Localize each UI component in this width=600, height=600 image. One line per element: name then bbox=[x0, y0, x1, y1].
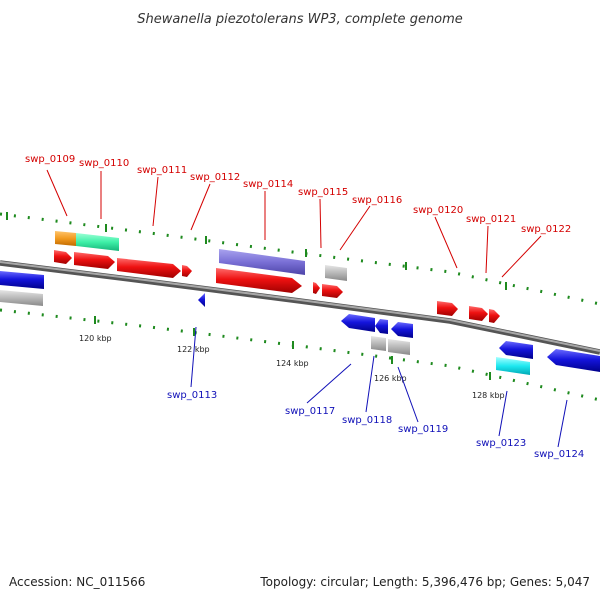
gene-label-swp-0118: swp_0118 bbox=[342, 415, 392, 426]
gene-swp-0120 bbox=[437, 301, 458, 316]
gene-label-swp-0115: swp_0115 bbox=[298, 187, 348, 198]
top-gene-labels: swp_0109 swp_0110 swp_0111 swp_0112 swp_… bbox=[25, 154, 571, 235]
bottom-gene-labels: swp_0113 swp_0117 swp_0118 swp_0119 swp_… bbox=[167, 390, 584, 460]
scale-label-128: 128 kbp bbox=[472, 391, 505, 400]
gene-swp-0119 bbox=[391, 322, 413, 338]
upper-tick-track bbox=[0, 212, 600, 306]
feature-gray-0116 bbox=[325, 265, 347, 281]
gene-swp-0109 bbox=[54, 250, 72, 264]
outer-features-top bbox=[55, 231, 347, 281]
feature-left-edge-gray bbox=[0, 290, 43, 306]
gene-swp-0111 bbox=[117, 258, 181, 278]
gene-swp-0117 bbox=[341, 314, 375, 332]
gene-swp-0110 bbox=[74, 252, 115, 269]
bottom-leader-lines bbox=[190, 326, 568, 448]
gene-label-swp-0123: swp_0123 bbox=[476, 438, 526, 449]
gene-label-swp-0113: swp_0113 bbox=[167, 390, 217, 401]
gene-label-swp-0120: swp_0120 bbox=[413, 205, 463, 216]
genome-backbone bbox=[0, 260, 600, 355]
feature-cyan-0123 bbox=[496, 357, 530, 375]
scale-label-124: 124 kbp bbox=[276, 359, 309, 368]
gene-label-swp-0112: swp_0112 bbox=[190, 172, 240, 183]
gene-swp-0122 bbox=[489, 309, 500, 323]
gene-label-swp-0114: swp_0114 bbox=[243, 179, 293, 190]
top-leader-lines bbox=[46, 169, 542, 278]
gene-label-swp-0119: swp_0119 bbox=[398, 424, 448, 435]
gene-swp-0124 bbox=[547, 349, 600, 372]
gene-swp-0121 bbox=[469, 306, 488, 321]
scale-label-122: 122 kbp bbox=[177, 345, 210, 354]
gene-swp-0115 bbox=[313, 282, 320, 294]
gene-swp-0114 bbox=[216, 268, 302, 293]
forward-genes bbox=[54, 250, 500, 323]
gene-swp-0116 bbox=[322, 284, 343, 298]
feature-gray-0118 bbox=[371, 336, 386, 351]
lower-tick-track bbox=[0, 308, 600, 402]
gene-swp-0113 bbox=[198, 293, 205, 307]
scale-label-126: 126 kbp bbox=[374, 374, 407, 383]
gene-label-swp-0121: swp_0121 bbox=[466, 214, 516, 225]
gene-swp-0123 bbox=[499, 341, 533, 359]
feature-gray-0119 bbox=[388, 339, 410, 355]
gene-label-swp-0109: swp_0109 bbox=[25, 154, 75, 165]
reverse-genes bbox=[0, 271, 600, 375]
accession-text: Accession: NC_011566 bbox=[9, 575, 145, 589]
feature-green bbox=[76, 233, 119, 251]
genome-summary-text: Topology: circular; Length: 5,396,476 bp… bbox=[259, 575, 590, 589]
feature-purple bbox=[219, 249, 305, 275]
gene-left-edge-blue bbox=[0, 271, 44, 289]
feature-orange bbox=[55, 231, 76, 246]
map-title: Shewanella piezotolerans WP3, complete g… bbox=[137, 12, 463, 27]
gene-label-swp-0111: swp_0111 bbox=[137, 165, 187, 176]
gene-label-swp-0110: swp_0110 bbox=[79, 158, 129, 169]
gene-label-swp-0117: swp_0117 bbox=[285, 406, 335, 417]
gene-label-swp-0116: swp_0116 bbox=[352, 195, 402, 206]
gene-label-swp-0122: swp_0122 bbox=[521, 224, 571, 235]
gene-label-swp-0124: swp_0124 bbox=[534, 449, 584, 460]
scale-labels: 120 kbp 122 kbp 124 kbp 126 kbp 128 kbp bbox=[79, 334, 505, 400]
gene-swp-0112 bbox=[182, 265, 192, 277]
gene-swp-0118 bbox=[375, 319, 388, 334]
scale-label-120: 120 kbp bbox=[79, 334, 112, 343]
